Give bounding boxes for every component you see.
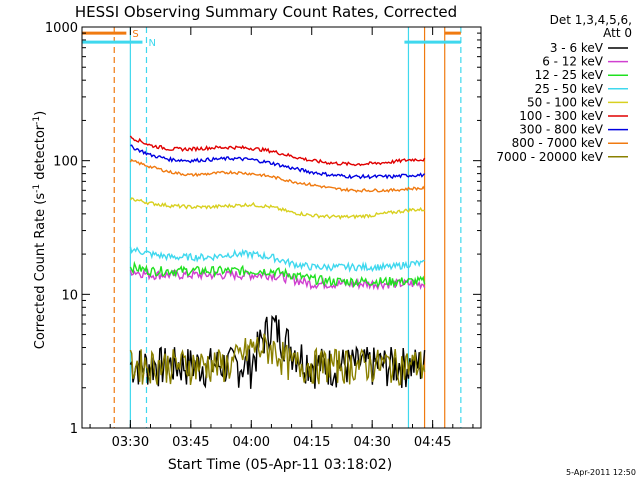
y-tick-label-3: 100 (53, 155, 78, 170)
series-line-9 (129, 333, 426, 386)
legend-label-3: 12 - 25 keV (535, 68, 604, 82)
series-line-1 (129, 315, 426, 389)
series-line-3 (129, 260, 426, 289)
legend-label-1: 3 - 6 keV (550, 41, 604, 55)
flag-n-label: N (148, 38, 155, 49)
series-line-5 (129, 197, 425, 221)
legend-label-2: 6 - 12 keV (542, 55, 604, 69)
legend-label-6: 100 - 300 keV (519, 109, 603, 123)
y-axis-label-sup2: -1 (32, 116, 42, 125)
legend-header-line-1: Det 1,3,4,5,6, (550, 13, 632, 27)
legend-label-9: 7000 - 20000 keV (496, 150, 603, 164)
legend-label-7: 300 - 800 keV (519, 123, 603, 137)
x-tick-label-5: 04:30 (353, 435, 390, 450)
legend-header-line-2: Att 0 (603, 26, 632, 40)
y-axis-label: Corrected Count Rate (s-1 detector-1) (32, 111, 48, 349)
y-axis-label-end: ) (33, 111, 48, 116)
chart-title: HESSI Observing Summary Count Rates, Cor… (75, 3, 457, 21)
chart-axes: 03:30 03:45 04:00 04:15 04:30 04:45 1 10 100 1000 (45, 21, 482, 450)
y-axis-label-mid: detector (33, 124, 48, 184)
y-axis-label-main: Corrected Count Rate (s (33, 193, 48, 350)
y-tick-label-4: 1000 (45, 21, 78, 36)
plot-frame (81, 26, 482, 429)
footer-stamp: 5-Apr-2011 12:50 (566, 468, 636, 477)
legend-label-5: 50 - 100 keV (527, 95, 604, 109)
x-axis-label: Start Time (05-Apr-11 03:18:02) (168, 457, 392, 473)
x-tick-label-4: 04:15 (293, 435, 330, 450)
y-tick-label-1: 1 (70, 422, 78, 437)
legend-label-8: 800 - 7000 keV (512, 136, 604, 150)
y-axis-label-sup1: -1 (32, 184, 42, 193)
flag-s-label: S (132, 29, 138, 40)
chart-marks: SN (82, 27, 462, 428)
x-tick-label-6: 04:45 (414, 435, 451, 450)
series-line-8 (129, 158, 426, 193)
series-line-4 (129, 246, 425, 273)
x-tick-label-1: 03:30 (112, 435, 149, 450)
y-tick-label-2: 10 (61, 288, 78, 303)
series-line-7 (130, 144, 426, 180)
series-line-6 (129, 135, 426, 167)
x-tick-label-3: 04:00 (233, 435, 270, 450)
series-line-2 (129, 268, 426, 291)
legend-label-4: 25 - 50 keV (535, 82, 604, 96)
x-tick-label-2: 03:45 (172, 435, 209, 450)
